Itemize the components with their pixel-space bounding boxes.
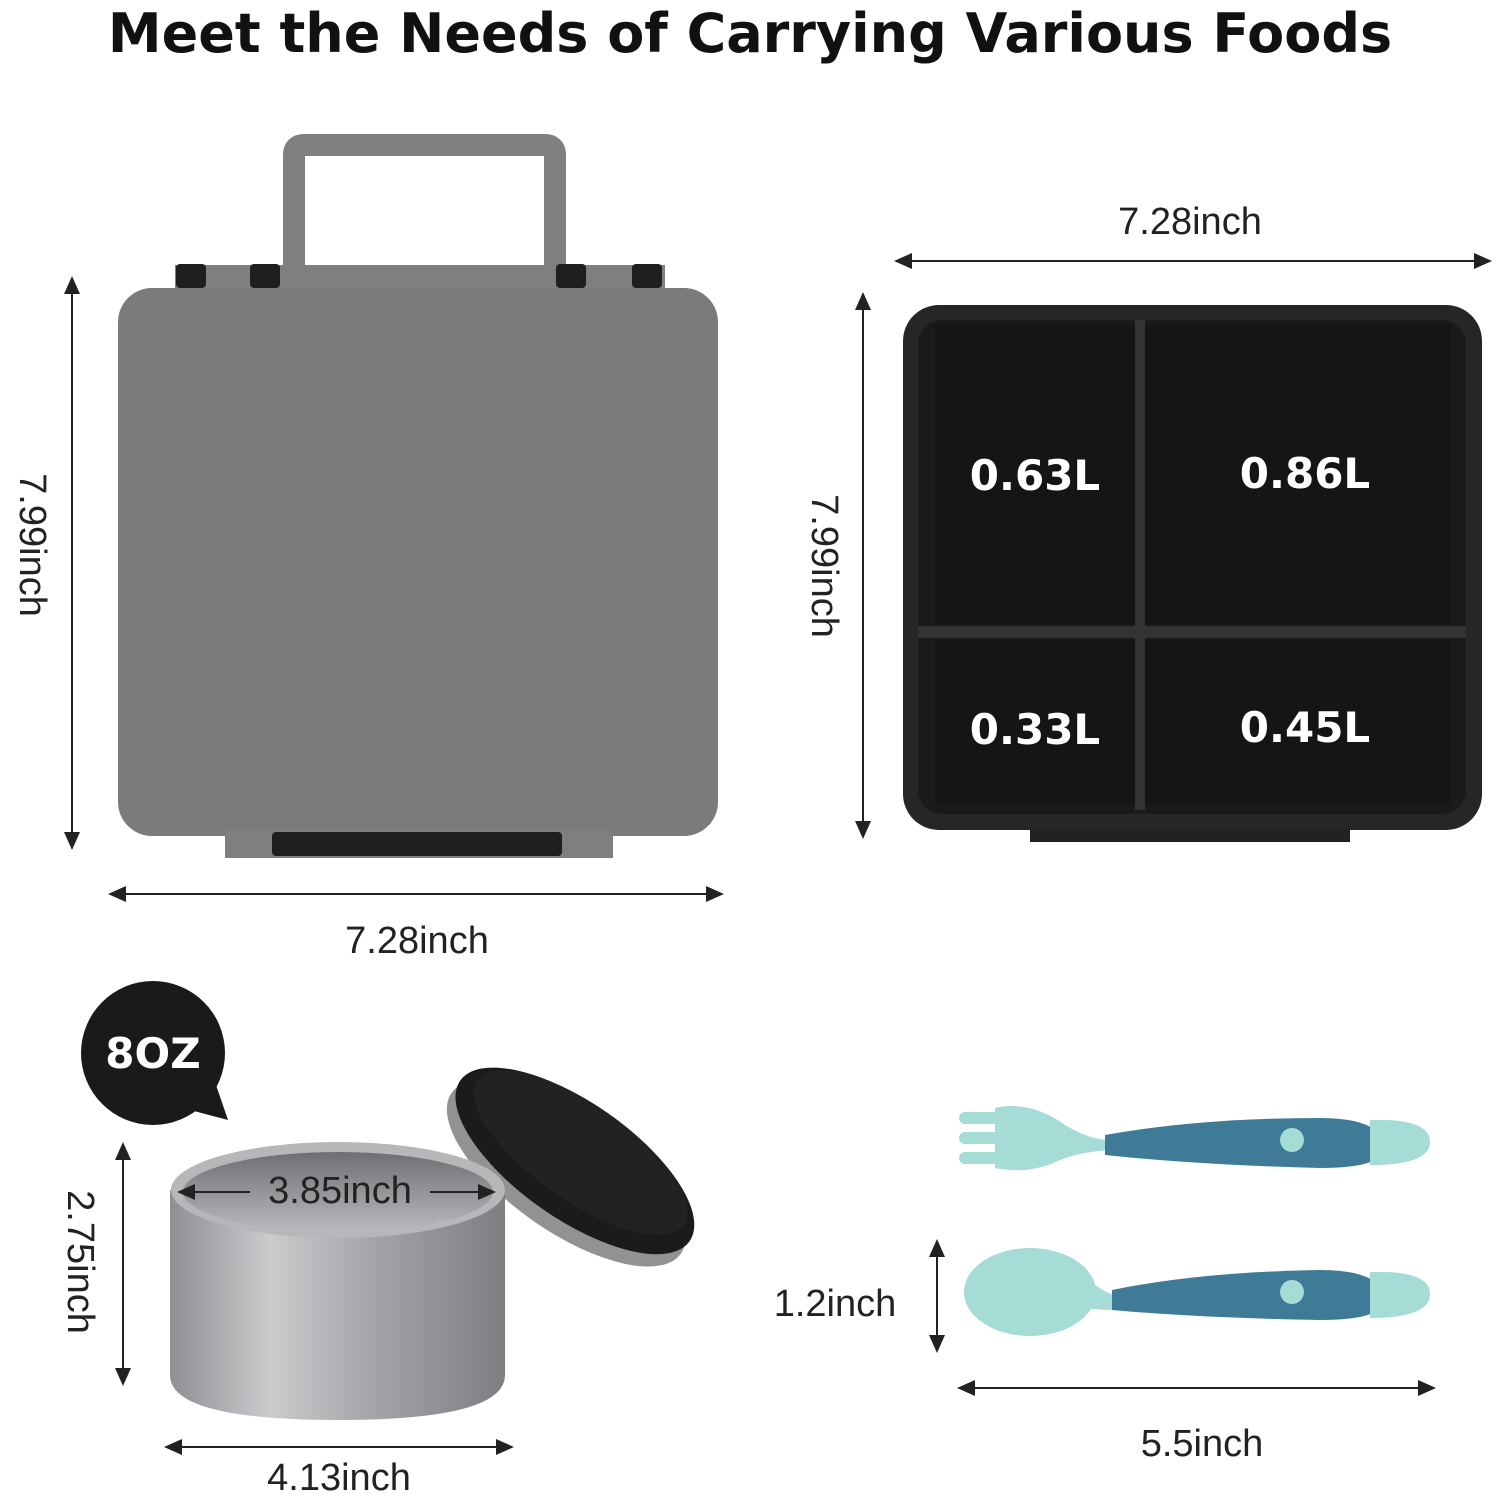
outer-diameter-label: 4.13inch: [267, 1457, 411, 1495]
compartment: [935, 640, 1135, 805]
compartment: [935, 324, 1135, 624]
width-label: 7.28inch: [345, 920, 489, 962]
height-label: 7.99inch: [803, 494, 845, 638]
jar-lid: [446, 1067, 695, 1267]
hinge: [176, 264, 206, 288]
inner-diameter-label: 3.85inch: [268, 1170, 412, 1212]
fork: [959, 1106, 1430, 1171]
handle: [283, 134, 566, 290]
width-label: 1.2inch: [774, 1283, 897, 1325]
hinge: [556, 264, 586, 288]
jar-body: [170, 1190, 505, 1420]
compartment-capacity: 0.33L: [970, 705, 1100, 754]
hinge: [632, 264, 662, 288]
compartment: [1145, 324, 1450, 624]
capacity-badge-text: 8OZ: [105, 1029, 200, 1078]
length-label: 5.5inch: [1141, 1423, 1264, 1465]
compartment-capacity: 0.45L: [1240, 703, 1370, 752]
width-label: 7.28inch: [1118, 201, 1262, 243]
open-lunchbox: 7.28inch 7.99inch 0.63L 0.86L 0.33L 0.45…: [803, 201, 1492, 842]
height-label: 7.99inch: [11, 473, 53, 617]
spoon: [964, 1248, 1430, 1336]
latch: [272, 832, 562, 856]
compartment: [1145, 640, 1450, 805]
compartment-capacity: 0.86L: [1240, 449, 1370, 498]
food-jar: 8OZ 3.85inch 2.75inch 4.13inch: [59, 981, 695, 1495]
page-title: Meet the Needs of Carrying Various Foods: [108, 2, 1392, 65]
closed-lunchbox: 7.99inch 7.28inch: [11, 134, 724, 962]
lid: [118, 288, 718, 836]
capacity-badge: [81, 981, 225, 1125]
hinge: [250, 264, 280, 288]
height-label: 2.75inch: [59, 1190, 101, 1334]
utensils: 1.2inch 5.5inch: [774, 1106, 1436, 1465]
compartment-capacity: 0.63L: [970, 451, 1100, 500]
